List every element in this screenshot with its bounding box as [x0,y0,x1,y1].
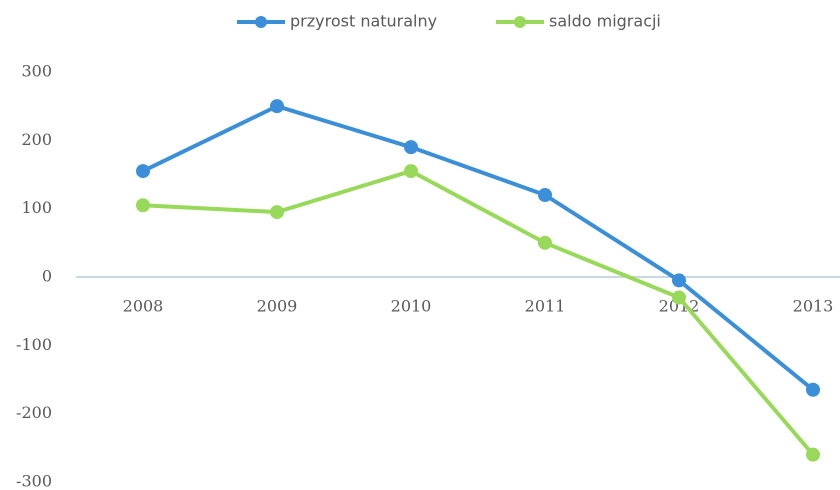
legend-marker [514,16,526,28]
x-tick-label: 2010 [391,297,432,316]
data-point [270,99,284,114]
data-point [672,273,686,288]
y-tick-label: -300 [16,472,52,490]
legend-label: przyrost naturalny [290,12,437,31]
data-point [672,290,686,305]
data-point [806,447,820,462]
y-tick-label: -200 [16,403,52,422]
data-point [136,198,150,213]
x-tick-label: 2009 [257,297,298,316]
series-line [142,169,815,456]
y-tick-label: -100 [16,335,52,354]
data-point [404,140,418,155]
x-tick-label: 2008 [123,297,164,316]
legend-label: saldo migracji [549,12,661,31]
series-line [142,104,815,392]
x-tick-label: 2013 [793,297,834,316]
data-point [404,164,418,179]
x-tick-label: 2011 [525,297,566,316]
data-point [136,164,150,179]
y-tick-label: 100 [21,198,52,217]
legend-marker [255,16,267,28]
data-point [270,205,284,220]
data-point [538,235,552,250]
data-point [538,188,552,202]
data-point [806,382,820,397]
y-tick-label: 300 [21,62,52,81]
y-tick-label: 0 [42,267,52,286]
y-tick-label: 200 [21,130,52,149]
